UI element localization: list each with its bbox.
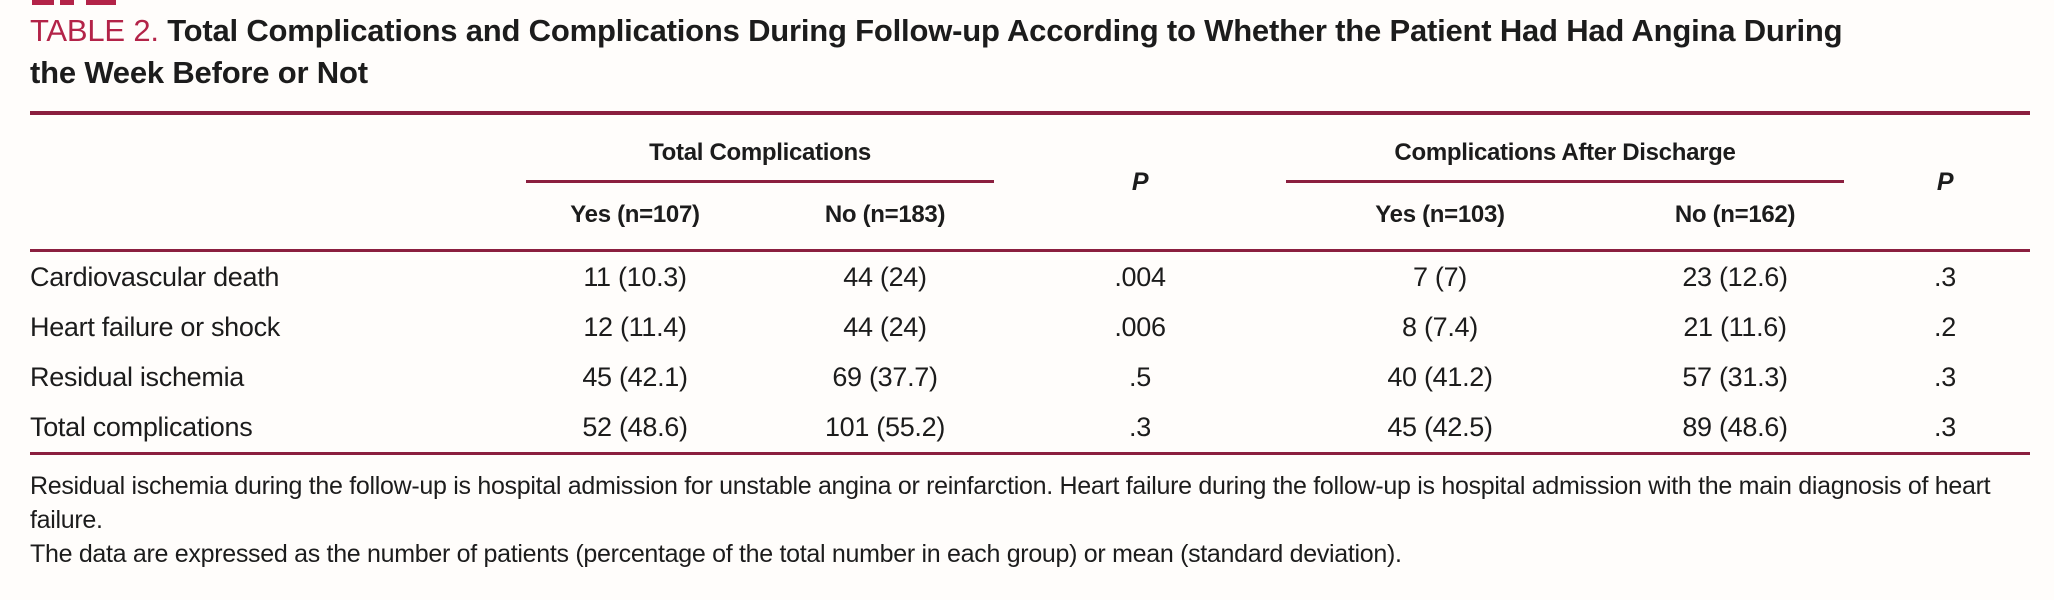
- row-label: Cardiovascular death: [30, 261, 280, 292]
- column-header-total-yes: Yes (n=107): [570, 201, 700, 228]
- group-header-total-complications: Total Complications: [510, 113, 1010, 183]
- cell-total-no: 69 (37.7): [832, 361, 938, 392]
- cell-total-yes: 12 (11.4): [583, 311, 687, 342]
- row-label: Heart failure or shock: [30, 311, 281, 342]
- table-row: Residual ischemia 45 (42.1) 69 (37.7) .5…: [30, 352, 2030, 402]
- table-footnotes: Residual ischemia during the follow-up i…: [30, 469, 2030, 571]
- table-row: Heart failure or shock 12 (11.4) 44 (24)…: [30, 302, 2030, 352]
- column-header-total-no: No (n=183): [824, 201, 946, 228]
- cell-p-discharge: .3: [1934, 261, 1956, 292]
- cropped-text-artifact: [32, 0, 54, 5]
- cell-discharge-yes: 45 (42.5): [1387, 411, 1493, 442]
- cell-discharge-yes: 8 (7.4): [1402, 311, 1478, 342]
- cropped-text-artifact: [86, 0, 116, 5]
- cell-total-yes: 52 (48.6): [582, 411, 688, 442]
- cell-total-no: 44 (24): [843, 261, 927, 292]
- table-number-label: TABLE 2.: [30, 13, 159, 48]
- footnote-data-format: The data are expressed as the number of …: [30, 540, 1402, 568]
- row-label: Total complications: [30, 411, 253, 442]
- cell-discharge-yes: 7 (7): [1412, 261, 1468, 292]
- table-row: Total complications 52 (48.6) 101 (55.2)…: [30, 402, 2030, 454]
- column-header-discharge-no: No (n=162): [1674, 201, 1796, 228]
- cell-p-total: .3: [1129, 411, 1151, 442]
- cell-discharge-no: 57 (31.3): [1682, 361, 1788, 392]
- p-column-header-total: P: [1131, 167, 1149, 196]
- column-header-discharge-yes: Yes (n=103): [1375, 201, 1505, 228]
- cell-p-discharge: .3: [1934, 361, 1956, 392]
- cell-p-total: .5: [1129, 361, 1151, 392]
- table-caption: TABLE 2. Total Complications and Complic…: [30, 10, 1890, 94]
- group-header-after-discharge: Complications After Discharge: [1270, 113, 1860, 183]
- cell-p-total: .004: [1114, 261, 1166, 292]
- table-title-text: Total Complications and Complications Du…: [30, 13, 1843, 90]
- group-header-after-discharge-label: Complications After Discharge: [1286, 137, 1844, 183]
- cell-total-no: 44 (24): [843, 311, 927, 342]
- cell-discharge-no: 21 (11.6): [1683, 311, 1787, 342]
- cell-p-total: .006: [1114, 311, 1166, 342]
- footnote-definition: Residual ischemia during the follow-up i…: [30, 472, 1991, 534]
- cell-discharge-no: 89 (48.6): [1682, 411, 1788, 442]
- cell-p-discharge: .3: [1934, 411, 1956, 442]
- table-row: Cardiovascular death 11 (10.3) 44 (24) .…: [30, 251, 2030, 303]
- cell-total-yes: 11 (10.3): [583, 261, 687, 292]
- p-column-header-discharge: P: [1936, 167, 1954, 196]
- row-label: Residual ischemia: [30, 361, 244, 392]
- cell-discharge-no: 23 (12.6): [1682, 261, 1788, 292]
- cell-total-yes: 45 (42.1): [582, 361, 688, 392]
- cell-discharge-yes: 40 (41.2): [1387, 361, 1493, 392]
- complications-table: Total Complications P Complications Afte…: [30, 111, 2030, 455]
- cell-p-discharge: .2: [1934, 311, 1956, 342]
- row-label-header: [30, 113, 510, 251]
- cell-total-no: 101 (55.2): [824, 411, 946, 442]
- cropped-text-artifact: [60, 0, 74, 5]
- group-header-total-complications-label: Total Complications: [526, 137, 994, 183]
